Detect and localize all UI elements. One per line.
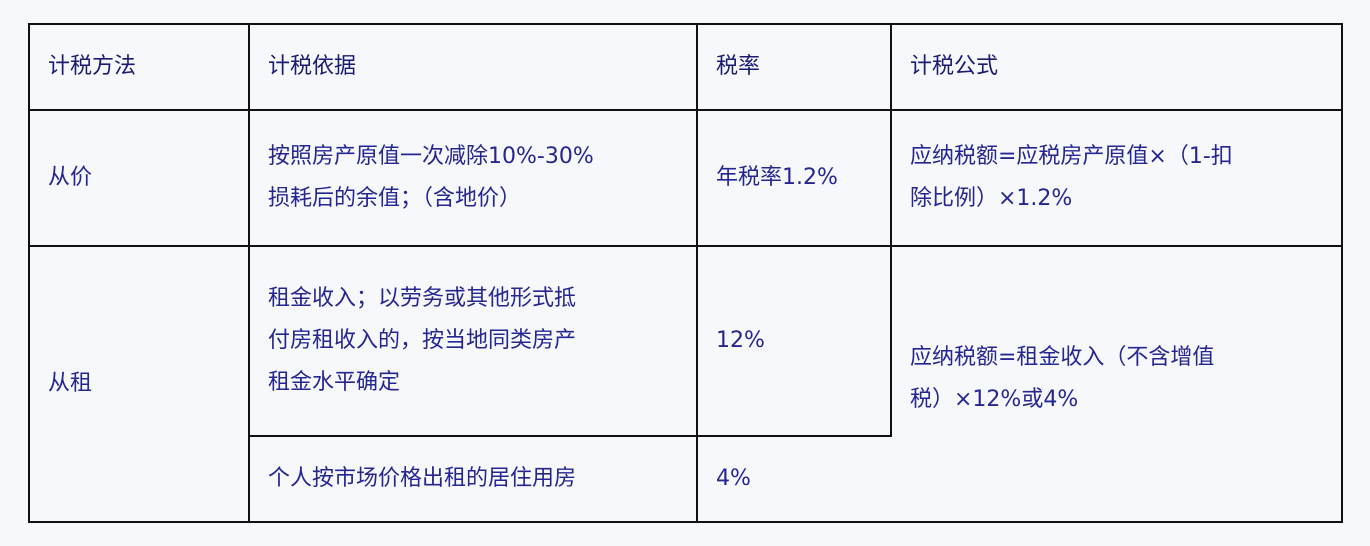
cell-basis: 租金收入；以劳务或其他形式抵 付房租收入的，按当地同类房产 租金水平确定	[248, 247, 696, 435]
cell-basis: 按照房产原值一次减除10%-30% 损耗后的余值；（含地价）	[248, 111, 696, 245]
cell-formula: 应纳税额=租金收入（不含增值 税）×12%或4%	[890, 247, 1342, 521]
formula-line: 除比例）×1.2%	[910, 186, 1073, 211]
row-divider	[28, 245, 1343, 247]
col-divider	[248, 23, 250, 523]
cell-formula: 应纳税额=应税房产原值×（1-扣 除比例）×1.2%	[890, 111, 1342, 245]
row-divider	[248, 435, 890, 437]
rate-text: 4%	[716, 466, 751, 491]
cell-rate: 年税率1.2%	[696, 111, 890, 245]
basis-line: 损耗后的余值；（含地价）	[268, 186, 522, 211]
header-text: 计税方法	[48, 54, 137, 79]
table-border-left	[28, 23, 30, 523]
row-divider	[28, 109, 1343, 111]
cell-rate: 12%	[696, 247, 890, 435]
table-border-top	[28, 23, 1343, 25]
cell-rate: 4%	[696, 437, 890, 521]
header-method: 计税方法	[28, 25, 248, 109]
formula-line: 税）×12%或4%	[910, 387, 1079, 412]
formula-line: 应纳税额=应税房产原值×（1-扣	[910, 144, 1233, 169]
header-text: 税率	[716, 54, 761, 79]
basis-line: 个人按市场价格出租的居住用房	[268, 466, 577, 491]
formula-line: 应纳税额=租金收入（不含增值	[910, 345, 1215, 370]
cell-method: 从租	[28, 247, 248, 521]
rate-text: 12%	[716, 328, 765, 353]
cell-method: 从价	[28, 111, 248, 245]
basis-line: 付房租收入的，按当地同类房产	[268, 328, 577, 353]
cell-basis: 个人按市场价格出租的居住用房	[248, 437, 696, 521]
header-formula: 计税公式	[890, 25, 1342, 109]
basis-line: 租金水平确定	[268, 370, 401, 395]
method-text: 从租	[48, 371, 93, 396]
table-border-bottom	[28, 521, 1343, 523]
col-divider	[696, 23, 698, 523]
header-text: 计税依据	[268, 54, 357, 79]
table-border-right	[1341, 23, 1343, 523]
basis-line: 按照房产原值一次减除10%-30%	[268, 144, 594, 169]
basis-line: 租金收入；以劳务或其他形式抵	[268, 286, 577, 311]
header-basis: 计税依据	[248, 25, 696, 109]
header-rate: 税率	[696, 25, 890, 109]
col-divider	[890, 23, 892, 437]
header-text: 计税公式	[910, 54, 999, 79]
rate-text: 年税率1.2%	[716, 165, 838, 190]
method-text: 从价	[48, 165, 93, 190]
